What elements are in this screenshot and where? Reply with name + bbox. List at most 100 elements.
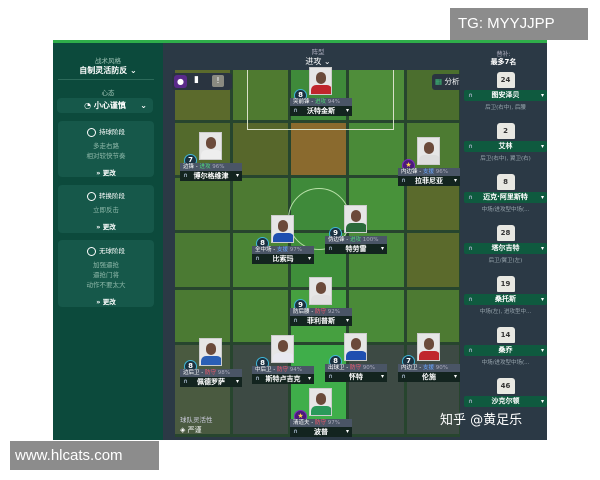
watermark-zhihu: 知乎 @黄足乐 <box>440 413 523 428</box>
analysis-button[interactable]: ▦ 分析 <box>432 74 464 90</box>
duty: 进攻 <box>315 99 327 105</box>
player-role[interactable]: 边后卫 - 防守 98% <box>180 369 242 377</box>
phase-instruction: 动作不要太大 <box>86 280 126 289</box>
sub-player[interactable]: 8 迈克·阿里斯特中场/进攻型中场(... <box>464 174 547 213</box>
player-role[interactable]: 出球卫 - 防守 90% <box>325 364 387 372</box>
team-fluidity-label: 球队灵活性 <box>180 416 213 424</box>
player-role[interactable]: 清道夫 - 防守 97% <box>290 419 352 427</box>
phase-title: 转换阶段 <box>99 192 125 200</box>
role-familiarity: 96% <box>435 169 448 175</box>
duty: 防守 <box>315 309 327 315</box>
sub-player[interactable]: 28 塔尔吉特后卫/翼卫(左) <box>464 225 547 264</box>
duty: 防守 <box>315 420 327 426</box>
player-role[interactable]: 内边锋 - 支援 96% <box>398 168 460 176</box>
change-button[interactable]: » 更改 <box>58 221 154 231</box>
alert-icon[interactable]: ! <box>212 75 224 87</box>
duty: 支援 <box>277 247 289 253</box>
player-view-icon[interactable]: ● <box>174 75 187 88</box>
player-name[interactable]: 佩德罗萨 <box>180 377 242 387</box>
pitch-zone <box>349 70 407 123</box>
change-button[interactable]: » 更改 <box>58 296 154 306</box>
player-name[interactable]: 菲利普斯 <box>290 316 352 326</box>
player-name[interactable]: 波普 <box>290 427 352 437</box>
player-name[interactable]: 博尔格维津 <box>180 171 242 181</box>
style-value: 自制灵活防反 <box>79 66 128 75</box>
player-role[interactable]: 突前锋 - 进攻 94% <box>290 98 352 106</box>
fluidity-text: 严谨 <box>187 426 202 434</box>
role-familiarity: 90% <box>435 365 448 371</box>
sub-name[interactable]: 图安泽贝 <box>464 90 547 101</box>
formation-dropdown[interactable]: 进攻 ⌄ <box>278 56 358 67</box>
sub-name[interactable]: 迈克·阿里斯特 <box>464 192 547 203</box>
chevron-down-icon: ⌄ <box>140 101 147 110</box>
tactics-screen: 战术风格 自制灵活防反 ⌄ 心态 ◔ 小心谨慎 ⌄ 持球阶段 多走右路 相对较快节… <box>53 40 547 440</box>
player-name[interactable]: 怀特 <box>325 372 387 382</box>
player-role[interactable]: 伪边锋 - 进攻 100% <box>325 236 387 244</box>
chevron-down-icon: ⌄ <box>130 66 137 75</box>
player-photo <box>417 137 440 165</box>
pitch: 8 突前锋 - 进攻 94% 沃特金斯 7 边锋 - 进攻 96% 博尔格维津 … <box>175 67 462 437</box>
sub-player[interactable]: 14 桑乔中场/进攻型中场(... <box>464 327 547 366</box>
shirt-icon: 24 <box>496 72 515 88</box>
phase-title: 持球阶段 <box>99 128 125 136</box>
mentality-label: 心态 <box>101 89 115 97</box>
player-name[interactable]: 拉菲尼亚 <box>398 176 460 186</box>
player-photo <box>199 132 222 160</box>
pitch-zone <box>175 233 233 290</box>
sub-name[interactable]: 沙克尔顿 <box>464 396 547 407</box>
change-label: 更改 <box>102 297 116 306</box>
sub-player[interactable]: 19 桑托斯中场(左), 进攻型中... <box>464 276 547 315</box>
shirt-icon: 14 <box>496 327 515 343</box>
player-role[interactable]: 内边卫 - 支援 90% <box>398 364 460 372</box>
double-chevron-icon: » <box>96 222 101 231</box>
player-photo <box>417 333 440 361</box>
double-chevron-icon: » <box>96 168 101 177</box>
analysis-label: 分析 <box>444 77 460 86</box>
sub-player[interactable]: 2 艾林后卫(右中), 翼卫(右) <box>464 123 547 162</box>
shirt-icon: 28 <box>496 225 515 241</box>
duty: 防守 <box>350 365 362 371</box>
player-role[interactable]: 中后卫 - 防守 94% <box>252 366 314 374</box>
sub-name[interactable]: 桑托斯 <box>464 294 547 305</box>
pitch-zone <box>175 290 233 345</box>
shirt-icon: 19 <box>496 276 515 292</box>
player-name[interactable]: 斯特卢吉克 <box>252 374 314 384</box>
player-role[interactable]: 边锋 - 进攻 96% <box>180 163 242 171</box>
pitch-zone <box>233 70 291 123</box>
player-name[interactable]: 沃特金斯 <box>290 106 352 116</box>
change-button[interactable]: » 更改 <box>58 167 154 177</box>
role-familiarity: 98% <box>217 370 230 376</box>
player-name[interactable]: 特劳雷 <box>325 244 387 254</box>
pitch-zone <box>175 178 233 233</box>
player-name[interactable]: 伦施 <box>398 372 460 382</box>
sub-name[interactable]: 桑乔 <box>464 345 547 356</box>
team-fluidity-value: ◈ 严谨 <box>180 425 202 435</box>
bar-chart-icon[interactable]: ▮ <box>194 75 199 85</box>
sub-player[interactable]: 46 沙克尔顿 <box>464 378 547 409</box>
role-name: 突前锋 <box>293 99 310 105</box>
sub-name[interactable]: 塔尔吉特 <box>464 243 547 254</box>
formation-value: 进攻 <box>305 57 322 66</box>
player-photo <box>199 338 222 366</box>
player-role[interactable]: 防后腰 - 防守 92% <box>290 308 352 316</box>
sub-name[interactable]: 艾林 <box>464 141 547 152</box>
shirt-icon: 46 <box>496 378 515 394</box>
sub-player[interactable]: 24 图安泽贝后卫(右中), 后腰 <box>464 72 547 111</box>
player-role[interactable]: 全中场 - 支援 97% <box>252 246 314 254</box>
player-name[interactable]: 比索玛 <box>252 254 314 264</box>
change-label: 更改 <box>102 168 116 177</box>
sub-positions: 后卫(右中), 翼卫(右) <box>480 156 531 162</box>
role-familiarity: 94% <box>327 99 340 105</box>
role-familiarity: 97% <box>289 247 302 253</box>
phase-title: 无球阶段 <box>99 247 125 255</box>
style-dropdown[interactable]: 自制灵活防反 ⌄ <box>53 65 163 76</box>
style-label: 战术风格 <box>95 57 121 65</box>
phase-card-transition: 转换阶段 立即反击 » 更改 <box>58 185 154 233</box>
mentality-dropdown[interactable]: ◔ 小心谨慎 ⌄ <box>57 98 153 113</box>
in-possession-icon <box>87 127 96 137</box>
phase-instruction: 相对较快节奏 <box>86 151 126 160</box>
phase-instruction: 逼抢门将 <box>93 270 119 279</box>
subs-panel: 替补: 最多7名 24 图安泽贝后卫(右中), 后腰 2 艾林后卫(右中), 翼卫(右… <box>460 43 547 440</box>
role-familiarity: 100% <box>362 237 379 243</box>
formation-label: 阵型 <box>311 48 325 56</box>
